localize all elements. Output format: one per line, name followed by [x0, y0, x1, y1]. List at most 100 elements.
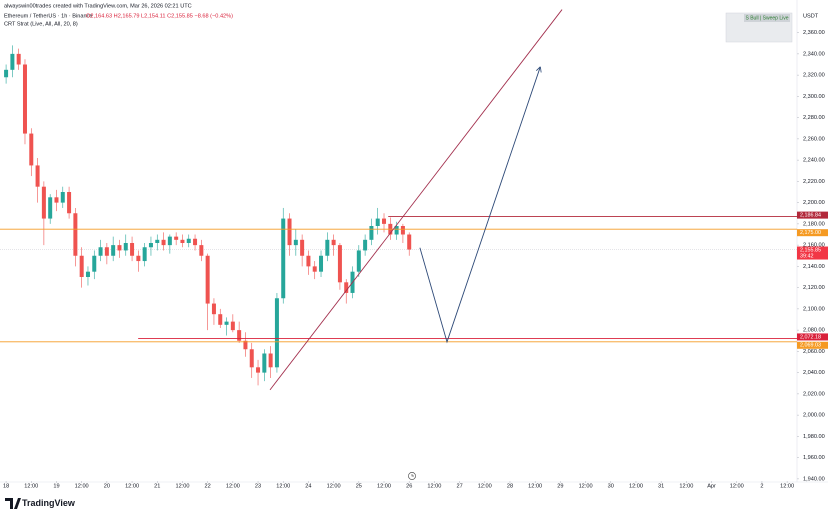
candle-body: [155, 239, 160, 243]
candle-body: [4, 69, 9, 78]
y-tick-label: 2,280.00: [803, 115, 825, 121]
x-tick-label: 18: [3, 483, 9, 489]
x-tick-label: 12:00: [730, 483, 744, 489]
countdown-label: 39:42: [800, 253, 814, 259]
candle-body: [16, 53, 21, 65]
level-tag-label: 2,072.18: [800, 334, 821, 340]
candle-body: [199, 245, 204, 256]
level-tag-label: 2,186.84: [800, 213, 821, 219]
candle-body: [22, 64, 27, 134]
y-tick-label: 2,240.00: [803, 158, 825, 164]
candle-body: [407, 234, 412, 250]
y-tick-label: 2,000.00: [803, 413, 825, 419]
projection-path: [419, 68, 540, 344]
level-tag: [797, 333, 828, 341]
clock-hands: [411, 474, 414, 477]
candle-body: [382, 218, 387, 224]
x-tick-label: 22: [205, 483, 211, 489]
y-tick-label: 2,140.00: [803, 264, 825, 270]
y-tick-label: 1,960.00: [803, 455, 825, 461]
replay-icon[interactable]: [408, 472, 416, 480]
candle-body: [48, 197, 53, 219]
candle-body: [375, 218, 380, 226]
candle-body: [161, 239, 166, 246]
axes: 2,360.00 2,340.00 2,320.00 2,300.00 2,280.00…: [3, 30, 828, 489]
y-tick-label: 2,100.00: [803, 306, 825, 312]
candle-body: [325, 239, 330, 256]
candle-body: [111, 245, 116, 256]
candle-body: [363, 239, 368, 251]
currency-label: USDT: [803, 13, 819, 19]
x-tick-label: 12:00: [579, 483, 593, 489]
x-tick-label: 12:00: [175, 483, 189, 489]
brand-name: TradingView: [22, 498, 76, 508]
candle-body: [394, 226, 399, 235]
candle-body: [73, 213, 78, 256]
x-tick-label: 24: [305, 483, 311, 489]
x-tick-label: 12:00: [780, 483, 794, 489]
candle-body: [85, 271, 90, 277]
x-tick-label: 12:00: [327, 483, 341, 489]
level-tag: [797, 211, 828, 219]
y-tick-label: 2,220.00: [803, 179, 825, 185]
y-tick-label: 2,120.00: [803, 285, 825, 291]
clock-icon[interactable]: [408, 472, 416, 480]
candle-body: [186, 238, 191, 243]
candle-body: [142, 247, 147, 262]
level-tag: [797, 229, 828, 237]
candle-body: [293, 239, 298, 246]
candle-body: [287, 218, 292, 246]
x-tick-label: 12:00: [679, 483, 693, 489]
trend-line: [269, 9, 563, 391]
candle-body: [130, 243, 135, 256]
y-tick-label: 2,300.00: [803, 94, 825, 100]
candle-body: [35, 165, 40, 187]
candle-body: [104, 247, 109, 256]
candle-body: [29, 133, 34, 166]
candle-body: [41, 186, 46, 219]
x-tick-label: 12:00: [427, 483, 441, 489]
x-tick-label: 12:00: [226, 483, 240, 489]
y-tick-label: 2,040.00: [803, 370, 825, 376]
y-tick-label: 2,180.00: [803, 221, 825, 227]
candle-body: [230, 321, 235, 331]
level-tag-label: 2,069.03: [800, 343, 821, 349]
candle-body: [319, 255, 324, 272]
candle-body: [218, 314, 223, 325]
x-tick-label: 12:00: [24, 483, 38, 489]
candle-body: [262, 353, 267, 373]
ohlc-values: O2,164.63 H2,165.79 L2,154.11 C2,155.85 …: [86, 13, 233, 19]
candle-body: [98, 247, 103, 256]
x-tick-label: 2: [760, 483, 763, 489]
candle-body: [167, 236, 172, 246]
candle-body: [117, 245, 122, 251]
y-tick-label: 2,340.00: [803, 51, 825, 57]
brand-mark: [5, 498, 21, 509]
y-tick-label: 2,020.00: [803, 391, 825, 397]
candle-body: [356, 250, 361, 272]
y-tick-label: 1,940.00: [803, 476, 825, 482]
x-tick-label: 12:00: [125, 483, 139, 489]
candle-body: [54, 197, 59, 203]
candle-body: [256, 367, 261, 373]
x-tick-label: 31: [658, 483, 664, 489]
candle-body: [369, 226, 374, 240]
credit: alwayswin00trades created with TradingVi…: [4, 3, 192, 9]
candle-body: [180, 239, 185, 243]
x-tick-label: 29: [557, 483, 563, 489]
x-tick-label: 21: [154, 483, 160, 489]
x-tick-label: 12:00: [377, 483, 391, 489]
x-tick-label: 30: [608, 483, 614, 489]
candle-body: [243, 340, 248, 350]
candle-body: [174, 236, 179, 240]
candle-body: [249, 349, 254, 368]
x-tick-label: 12:00: [528, 483, 542, 489]
candle-body: [60, 192, 65, 203]
y-tick-label: 2,260.00: [803, 136, 825, 142]
candle-body: [300, 239, 305, 256]
x-tick-label: 26: [406, 483, 412, 489]
candle-body: [344, 282, 349, 293]
candle-body: [224, 321, 229, 325]
